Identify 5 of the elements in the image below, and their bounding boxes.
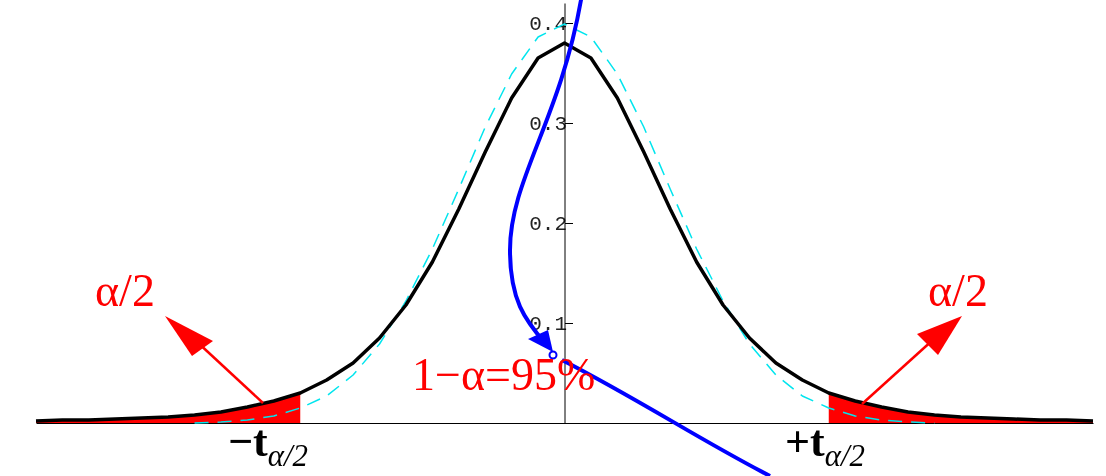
annotation: +t$_{α/2}$ (785, 417, 865, 473)
annotation: α/2 (928, 265, 988, 316)
annotation: −t$_{α/2}$ (228, 417, 308, 473)
annotation: α/2 (95, 265, 155, 316)
annotation: 1−α=95% (412, 349, 596, 400)
